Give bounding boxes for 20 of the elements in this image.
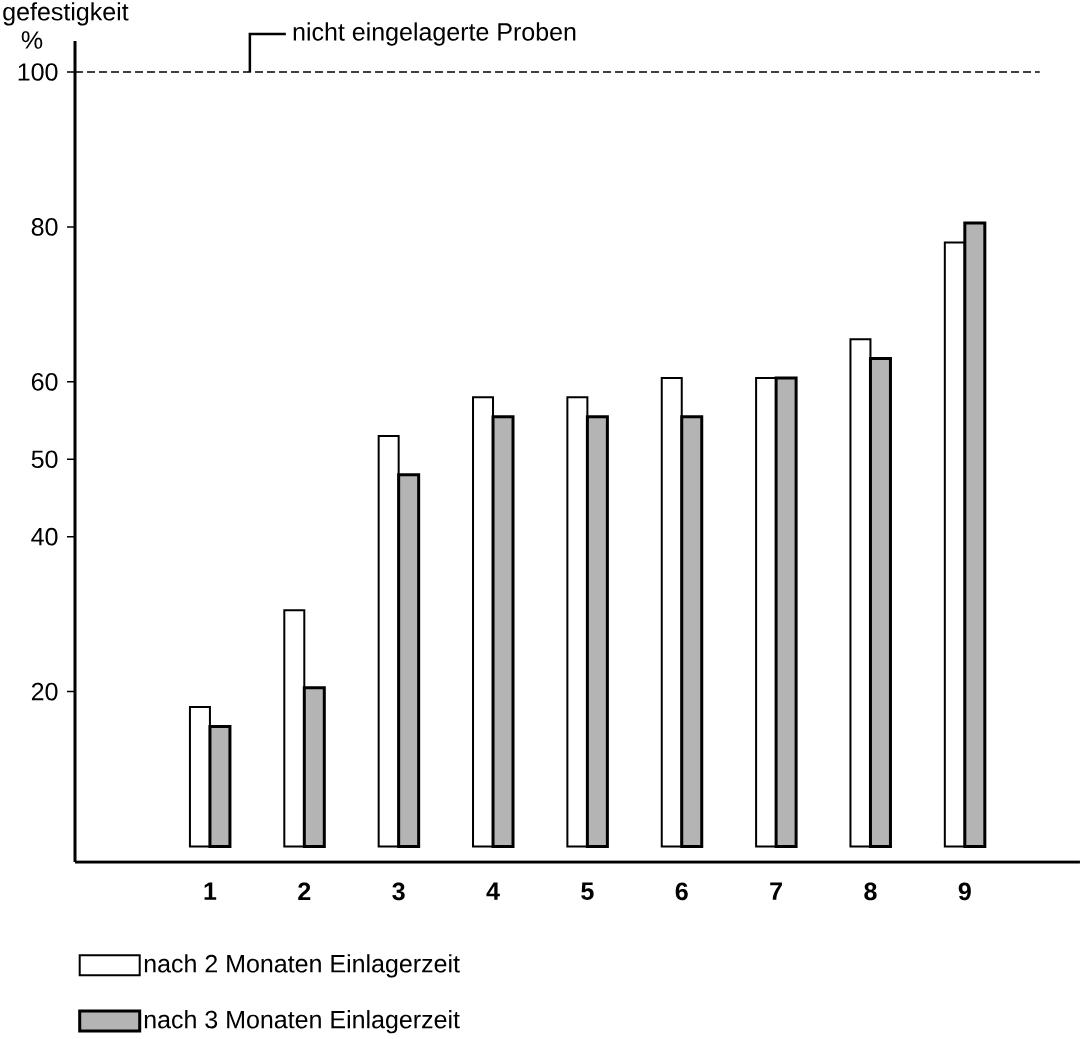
y-tick-label: 80 <box>31 218 58 236</box>
y-tick-label: 40 <box>31 527 58 546</box>
y-tick-label: 20 <box>31 682 58 701</box>
legend-label: nach 3 Monaten Einlagerzeit <box>144 1010 460 1034</box>
x-tick-label: 8 <box>864 882 877 901</box>
x-tick-label: 4 <box>486 882 500 900</box>
chart-title: gefestigkeit <box>3 2 129 26</box>
x-tick-label: 6 <box>675 882 688 901</box>
y-tick-label: 50 <box>31 450 58 469</box>
y-axis-title: % <box>21 31 43 49</box>
x-tick-label: 7 <box>770 882 782 900</box>
legend-label: nach 2 Monaten Einlagerzeit <box>144 954 460 978</box>
x-tick-label: 5 <box>581 882 594 900</box>
ref-line-label: nicht eingelagerte Proben <box>293 22 576 46</box>
y-tick-label: 60 <box>31 372 58 391</box>
x-tick-label: 2 <box>298 882 311 900</box>
y-tick-label: 100 <box>18 63 58 81</box>
x-tick-label: 3 <box>392 882 405 901</box>
x-tick-label: 1 <box>204 882 217 900</box>
x-tick-label: 9 <box>958 882 971 901</box>
